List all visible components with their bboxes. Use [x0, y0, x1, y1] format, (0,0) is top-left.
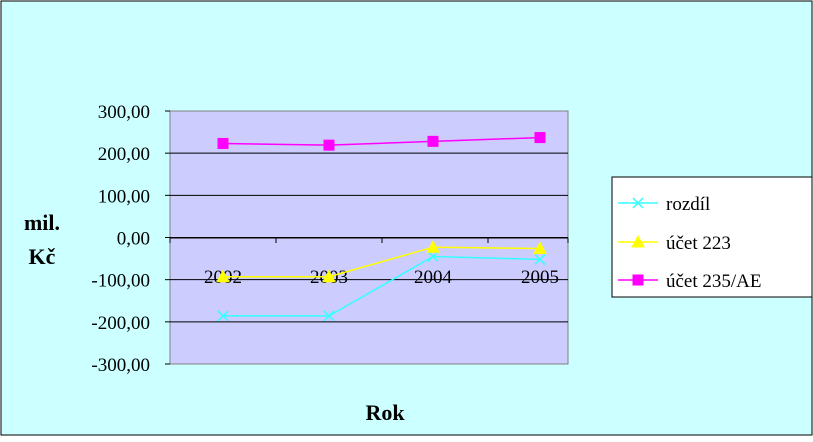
series-line — [222, 136, 541, 146]
data-series — [216, 132, 547, 322]
y-axis-tick-labels: 300,00 200,00 100,00 0,00 -100,00 -200,00 -300… — [91, 102, 150, 376]
y-tick-label: 100,00 — [98, 186, 150, 207]
legend-item: rozdíl — [618, 194, 710, 215]
marker-triangle — [426, 240, 440, 253]
marker-square — [427, 135, 439, 147]
marker-x — [427, 250, 439, 263]
series-line — [223, 255, 541, 317]
marker-x — [632, 197, 644, 209]
legend-item: účet 223 — [618, 233, 731, 254]
series-2 — [217, 132, 546, 151]
legend-label: účet 235/AE — [666, 271, 762, 292]
marker-triangle — [216, 269, 230, 283]
marker-x — [217, 310, 229, 322]
series-1 — [216, 240, 547, 283]
marker-x — [534, 253, 546, 265]
gridlines — [165, 110, 569, 365]
legend-items: rozdíl účet 223 účet 235/AE — [618, 194, 762, 292]
marker-triangle — [322, 269, 336, 283]
x-axis-title: Rok — [365, 400, 405, 425]
y-tick-label: -200,00 — [91, 313, 150, 334]
marker-triangle — [533, 241, 547, 254]
legend-item: účet 235/AE — [618, 271, 762, 292]
legend-box — [611, 176, 813, 298]
y-tick-label: 0,00 — [117, 229, 150, 250]
y-tick-label: -300,00 — [91, 355, 150, 376]
marker-square — [217, 137, 229, 149]
legend: rozdíl účet 223 účet 235/AE — [611, 176, 813, 298]
x-category-label: 2004 — [414, 267, 453, 288]
marker-square — [534, 132, 546, 144]
series-line — [223, 246, 541, 278]
x-category-label: 2005 — [521, 267, 559, 288]
y-axis-title-line1: mil. — [24, 210, 60, 235]
y-axis-title-line2: Kč — [29, 244, 56, 269]
y-tick-label: 300,00 — [98, 102, 150, 123]
marker-square — [632, 274, 644, 286]
legend-label: účet 223 — [666, 233, 731, 254]
series-0 — [217, 250, 546, 322]
marker-square — [323, 139, 335, 151]
y-tick-label: -100,00 — [91, 271, 150, 292]
marker-triangle — [631, 234, 645, 248]
y-tick-label: 200,00 — [98, 144, 150, 165]
marker-x — [323, 310, 335, 322]
legend-label: rozdíl — [666, 194, 710, 215]
